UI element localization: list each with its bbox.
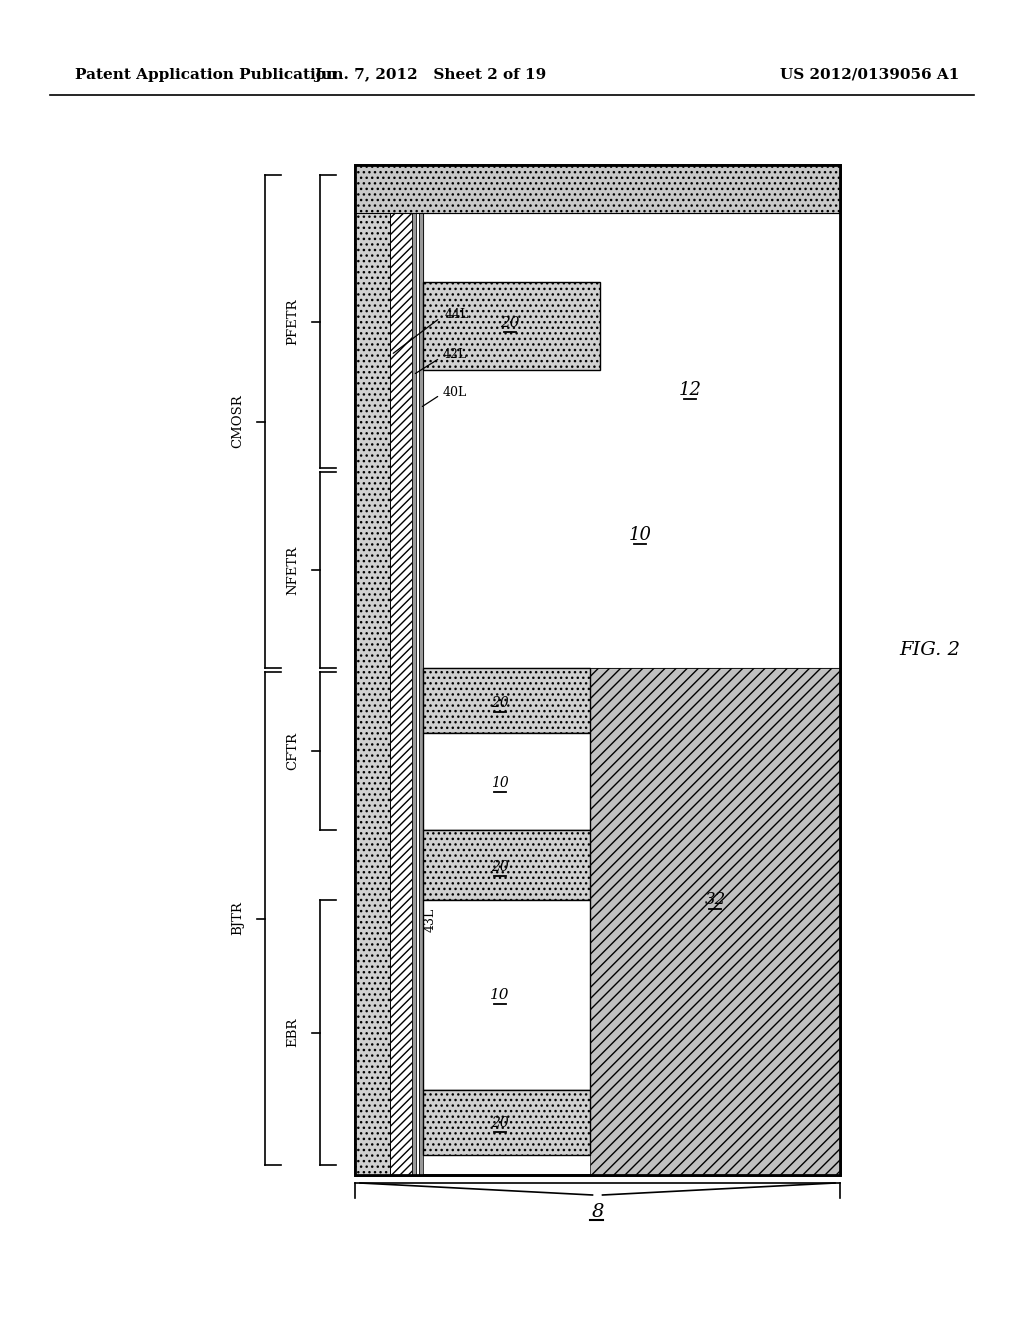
- Text: 10: 10: [629, 525, 651, 544]
- Text: 20: 20: [492, 1115, 509, 1130]
- Bar: [390, 165, 412, 1175]
- Text: Patent Application Publication: Patent Application Publication: [75, 69, 337, 82]
- Text: 12: 12: [679, 381, 701, 399]
- Bar: [355, 165, 840, 1175]
- Bar: [416, 165, 419, 1175]
- Text: CFTR: CFTR: [287, 733, 299, 770]
- Bar: [355, 165, 390, 1175]
- Text: PFETR: PFETR: [287, 298, 299, 345]
- Text: 10: 10: [490, 987, 510, 1002]
- Bar: [423, 668, 590, 733]
- Bar: [423, 900, 590, 1090]
- Text: 8: 8: [591, 1203, 604, 1221]
- Text: EBR: EBR: [287, 1018, 299, 1047]
- Text: Jun. 7, 2012   Sheet 2 of 19: Jun. 7, 2012 Sheet 2 of 19: [314, 69, 546, 82]
- Text: 32: 32: [705, 891, 726, 908]
- Bar: [355, 165, 840, 213]
- Text: 10: 10: [492, 776, 509, 789]
- Text: 20: 20: [492, 696, 509, 710]
- Text: FIG. 2: FIG. 2: [899, 642, 961, 659]
- Bar: [355, 165, 840, 1175]
- Text: BJTR: BJTR: [231, 902, 245, 936]
- Bar: [412, 165, 416, 1175]
- Bar: [590, 668, 840, 1175]
- Text: US 2012/0139056 A1: US 2012/0139056 A1: [780, 69, 959, 82]
- Text: NFETR: NFETR: [287, 545, 299, 594]
- Bar: [423, 213, 840, 668]
- Text: CMOSR: CMOSR: [231, 395, 245, 449]
- Text: 43L: 43L: [424, 908, 437, 932]
- Bar: [423, 1090, 590, 1155]
- Text: 40L: 40L: [443, 385, 467, 399]
- Bar: [423, 733, 590, 830]
- Bar: [423, 282, 600, 370]
- Text: 44L: 44L: [445, 308, 469, 321]
- Bar: [423, 830, 590, 900]
- Text: 20: 20: [492, 861, 509, 874]
- Bar: [419, 165, 423, 1175]
- Text: 42L: 42L: [443, 348, 467, 362]
- Text: 20: 20: [501, 315, 520, 330]
